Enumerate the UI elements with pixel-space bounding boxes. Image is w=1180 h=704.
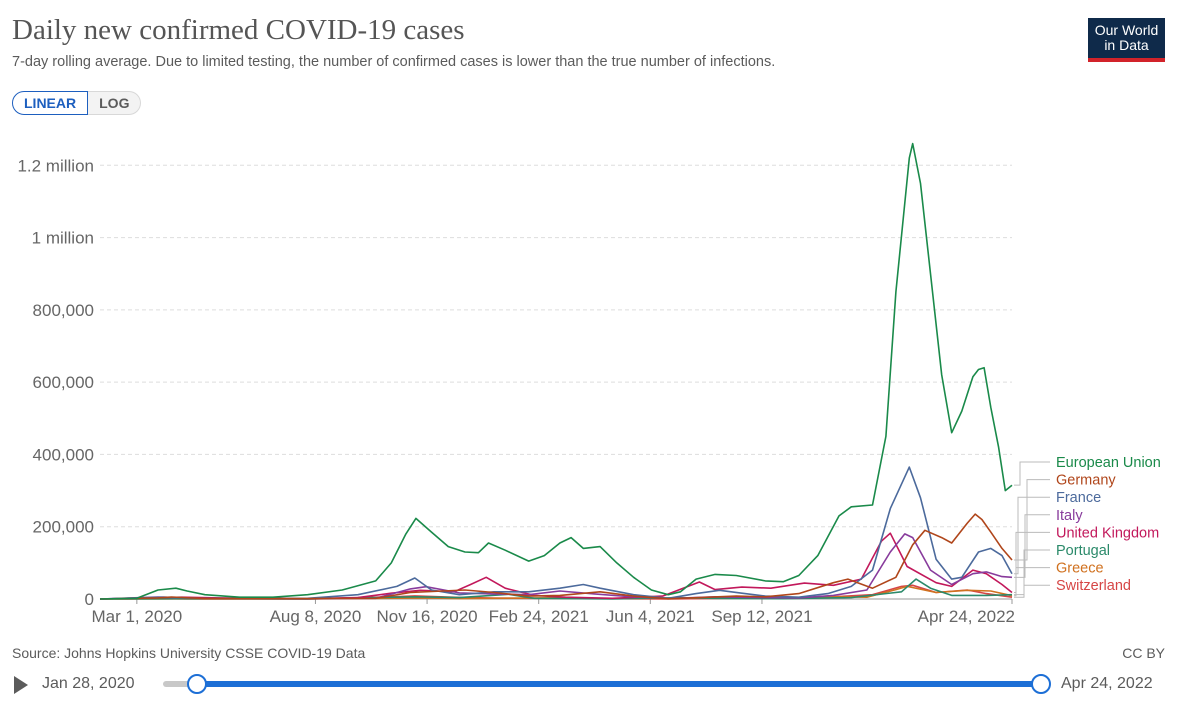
x-tick-label: Aug 8, 2020 <box>270 607 362 626</box>
legend-leader-line <box>1014 531 1050 593</box>
x-tick-label: Nov 16, 2020 <box>376 607 477 626</box>
x-tick-label: Apr 24, 2022 <box>918 607 1015 626</box>
chart-subtitle: 7-day rolling average. Due to limited te… <box>12 54 776 70</box>
chart-title: Daily new confirmed COVID-19 cases <box>12 14 465 46</box>
timeline: Jan 28, 2020 Apr 24, 2022 <box>0 668 1180 702</box>
y-tick-label: 0 <box>85 590 94 609</box>
legend-label-european-union: European Union <box>1056 455 1161 471</box>
legend-label-switzerland: Switzerland <box>1056 578 1131 594</box>
legend-label-greece: Greece <box>1056 561 1104 577</box>
y-tick-label: 200,000 <box>33 518 94 537</box>
y-tick-label: 1 million <box>32 229 94 248</box>
legend-label-germany: Germany <box>1056 473 1116 489</box>
legend-label-portugal: Portugal <box>1056 543 1110 559</box>
scale-toggle: LINEAR LOG <box>12 91 142 115</box>
y-tick-label: 600,000 <box>33 373 94 392</box>
timeline-track[interactable] <box>163 681 198 687</box>
series-line-european-union <box>99 142 1013 600</box>
timeline-end-handle[interactable] <box>1031 674 1051 694</box>
owid-logo[interactable]: Our World in Data <box>1088 18 1165 62</box>
legend-leader-line <box>1014 496 1050 575</box>
legend-leader-line <box>1014 514 1050 578</box>
logo-line-2: in Data <box>1104 37 1149 53</box>
legend-leader-line <box>1014 479 1050 561</box>
log-scale-button[interactable]: LOG <box>88 91 142 115</box>
line-chart: 0 200,000 400,000 600,000 800,000 1 million 1.… <box>17 142 1161 626</box>
legend-label-italy: Italy <box>1056 508 1083 524</box>
timeline-start-label: Jan 28, 2020 <box>42 675 135 692</box>
legend-leader-line <box>1014 567 1050 597</box>
timeline-selected-range[interactable] <box>196 681 1040 687</box>
grid-lines <box>100 164 1012 600</box>
legend-leader-line <box>1014 549 1050 596</box>
x-tick-label: Jun 4, 2021 <box>606 607 695 626</box>
linear-scale-button[interactable]: LINEAR <box>12 91 89 115</box>
x-tick-label: Sep 12, 2021 <box>711 607 812 626</box>
play-icon[interactable] <box>14 676 28 694</box>
source-note: Source: Johns Hopkins University CSSE CO… <box>12 645 366 661</box>
series-line-france <box>99 466 1013 600</box>
series-line-germany <box>99 513 1013 600</box>
y-tick-label: 1.2 million <box>17 156 94 175</box>
legend-leader-line <box>1014 461 1050 486</box>
x-tick-label: Feb 24, 2021 <box>489 607 589 626</box>
logo-line-1: Our World <box>1094 22 1159 38</box>
x-tick-label: Mar 1, 2020 <box>91 607 182 626</box>
legend-label-france: France <box>1056 490 1101 506</box>
legend-leader-line <box>1014 584 1050 598</box>
license-link[interactable]: CC BY <box>1122 645 1165 661</box>
y-axis-ticks: 0 200,000 400,000 600,000 800,000 1 million 1.… <box>17 156 94 609</box>
series-line-united-kingdom <box>99 532 1013 600</box>
y-tick-label: 800,000 <box>33 301 94 320</box>
y-tick-label: 400,000 <box>33 445 94 464</box>
legend-label-united-kingdom: United Kingdom <box>1056 525 1159 541</box>
series-lines <box>99 142 1013 600</box>
timeline-end-label: Apr 24, 2022 <box>1061 675 1153 692</box>
x-axis-ticks: Mar 1, 2020 Aug 8, 2020 Nov 16, 2020 Feb 24… <box>91 599 1015 626</box>
timeline-start-handle[interactable] <box>187 674 207 694</box>
